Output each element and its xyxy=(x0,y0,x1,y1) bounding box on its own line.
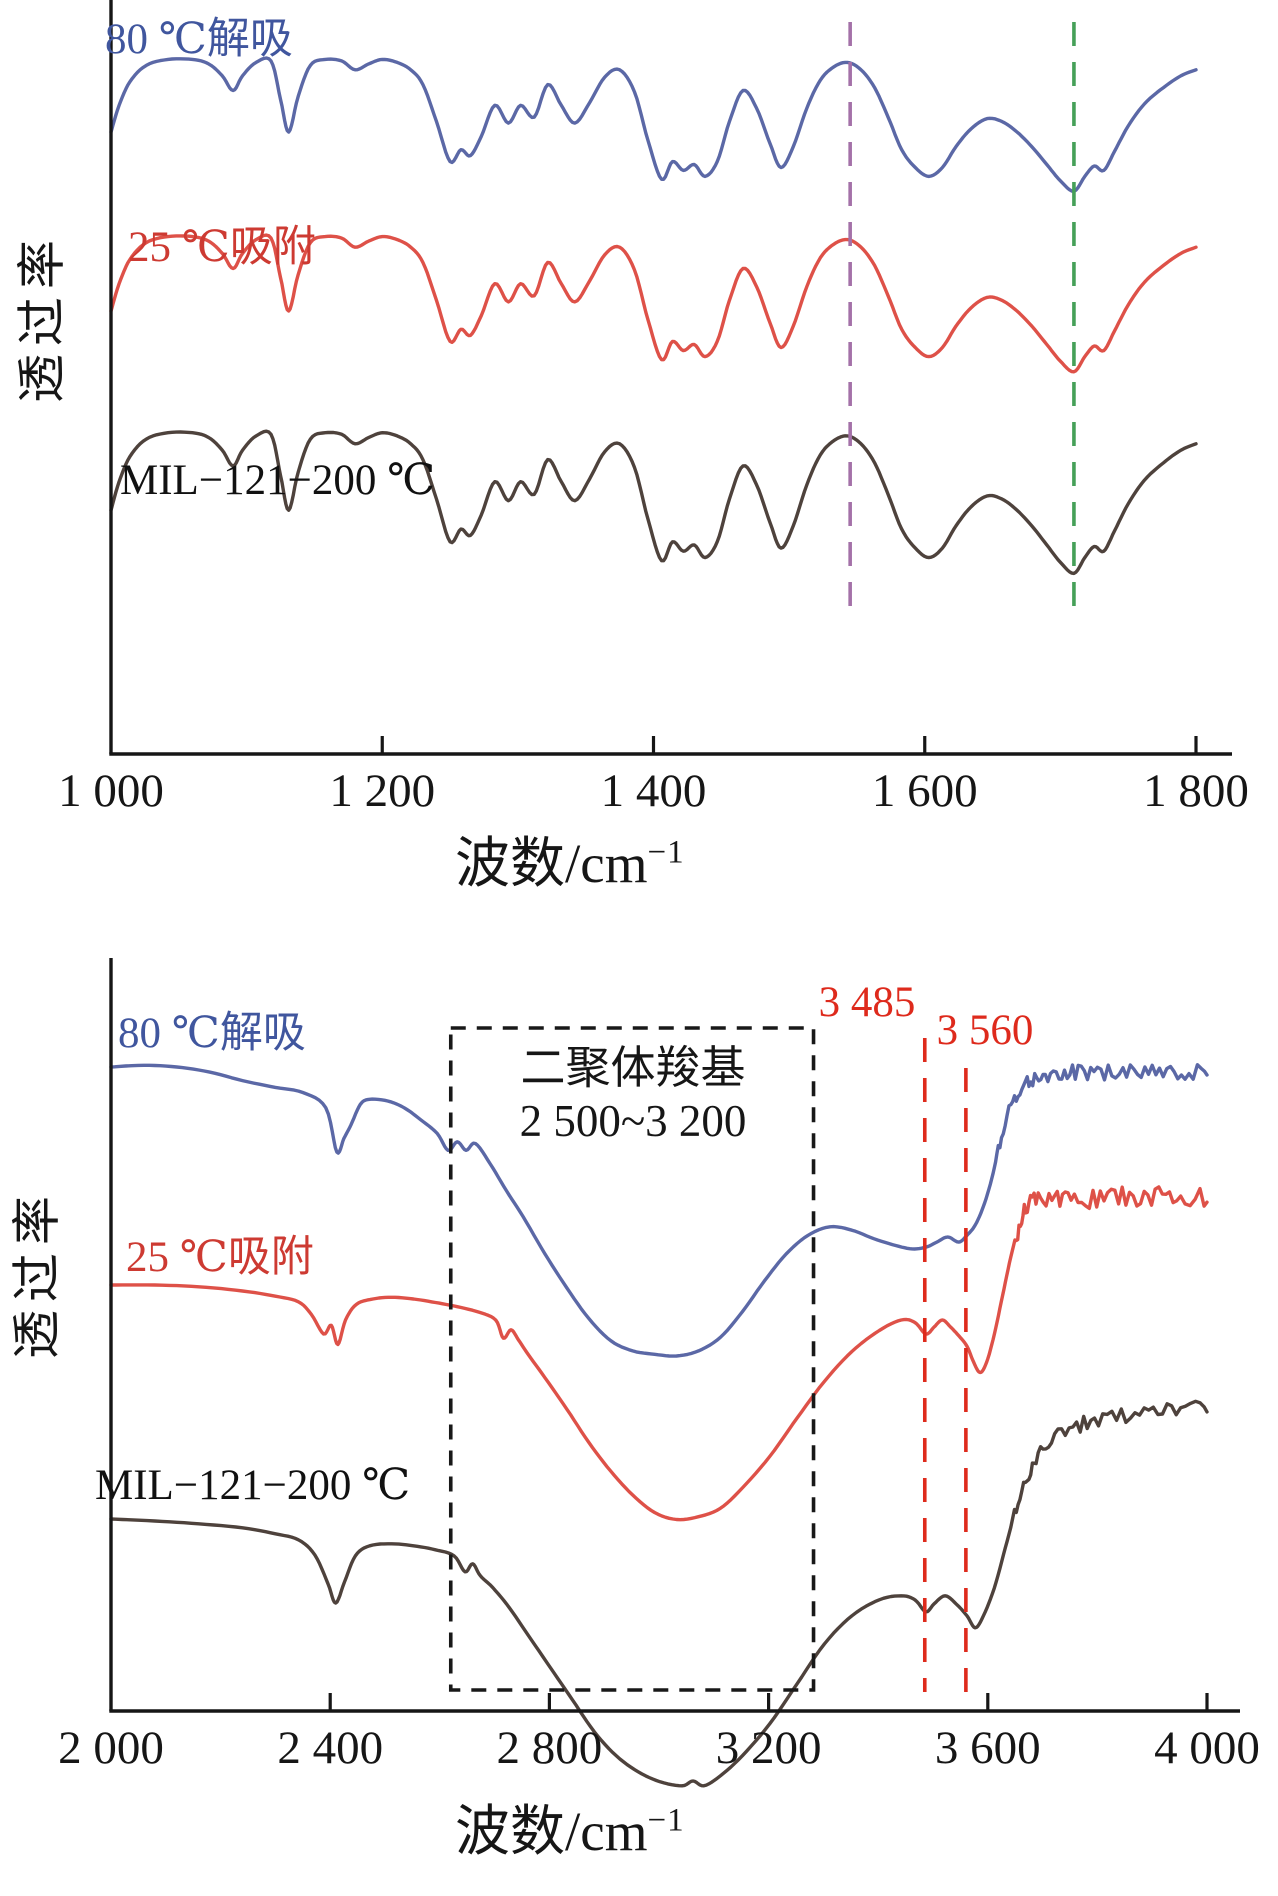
series-label-25c-adsorption-bottom: 25 ℃吸附 xyxy=(126,1234,314,1281)
dimer-box-label-line2: 2 500~3 200 xyxy=(519,1096,747,1147)
dimer-region-box xyxy=(448,1026,816,1692)
series-label-80c-desorption-top: 80 ℃解吸 xyxy=(105,16,293,63)
spectrum-curve xyxy=(109,1185,1209,1522)
x-tick-label: 1 600 xyxy=(871,765,978,817)
x-axis-label-sup: −1 xyxy=(647,1802,685,1839)
y-axis-label-bottom-panel: 透过率 xyxy=(9,1188,65,1360)
x-tick-label: 1 800 xyxy=(1143,765,1249,817)
x-tick-label: 2 400 xyxy=(277,1722,384,1774)
spectrum-curve xyxy=(109,233,1198,374)
annotation-3485: 3 485 xyxy=(818,979,916,1026)
dimer-box-label-line1: 二聚体羧基 xyxy=(520,1043,746,1093)
x-tick-label: 1 400 xyxy=(600,765,707,817)
x-axis-label-sup: −1 xyxy=(647,834,685,871)
series-label-mil121-bottom: MIL−121−200 ℃ xyxy=(95,1462,411,1509)
spectrum-curve xyxy=(109,1063,1209,1358)
x-tick-label: 1 000 xyxy=(58,765,164,817)
spectrum-curve xyxy=(109,429,1198,576)
series-label-mil121-top: MIL−121−200 ℃ xyxy=(120,457,436,504)
x-axis-label-bottom-panel: 波数/cm−1 xyxy=(455,1786,685,1866)
annotation-3560: 3 560 xyxy=(936,1007,1034,1054)
dimer-box-label: 二聚体羧基 2 500~3 200 xyxy=(455,1042,811,1148)
series-label-80c-desorption-bottom: 80 ℃解吸 xyxy=(118,1010,306,1057)
x-tick-label: 1 200 xyxy=(329,765,436,817)
x-axis-label-base: 波数/cm xyxy=(455,833,648,894)
x-tick-label: 4 000 xyxy=(1154,1722,1260,1774)
spectrum-curve xyxy=(109,56,1198,193)
x-tick-label: 2 000 xyxy=(58,1722,164,1774)
x-axis-label-top-panel: 波数/cm−1 xyxy=(455,818,685,898)
x-tick-label: 3 200 xyxy=(715,1722,822,1774)
spectrum-curve xyxy=(109,1399,1209,1788)
x-tick-label: 3 600 xyxy=(934,1722,1041,1774)
series-label-25c-adsorption-top: 25 ℃吸附 xyxy=(128,224,316,271)
x-tick-label: 2 800 xyxy=(496,1722,603,1774)
x-axis-label-base: 波数/cm xyxy=(455,1801,648,1862)
y-axis-label-top-panel: 透过率 xyxy=(14,232,70,404)
